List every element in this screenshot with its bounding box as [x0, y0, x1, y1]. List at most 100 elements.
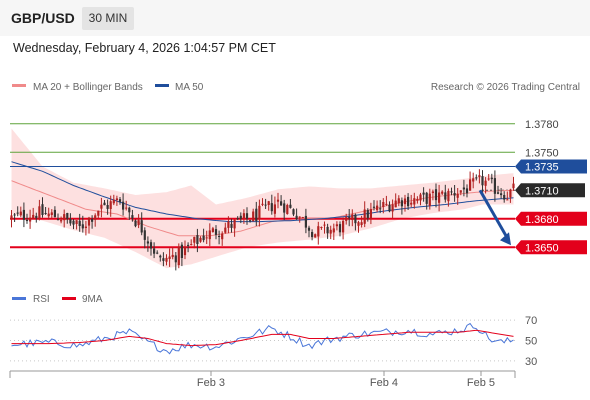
- candle-body: [180, 244, 183, 258]
- level-label-1.3750: 1.3750: [525, 147, 559, 159]
- candle-body: [230, 223, 233, 228]
- candle-body: [413, 198, 416, 205]
- rsi-tick-50: 50: [525, 336, 537, 348]
- candle-body: [382, 202, 385, 207]
- candle-body: [441, 191, 444, 194]
- candle-body: [187, 244, 190, 246]
- price-tag-label-1.3710: 1.3710: [525, 185, 559, 197]
- candle-body: [137, 220, 140, 226]
- candle-body: [490, 177, 493, 180]
- timeframe-button[interactable]: 30 MIN: [82, 7, 134, 30]
- candle-body: [304, 215, 307, 228]
- candle-body: [78, 220, 81, 226]
- candle-body: [500, 193, 503, 196]
- candle-body: [292, 209, 295, 215]
- forecast-arrow-head: [500, 232, 511, 246]
- candle-body: [112, 199, 115, 204]
- ma20-legend-label: MA 20 + Bollinger Bands: [33, 82, 143, 93]
- price-tags: 1.3780 1.3750 1.3735 1.3710 1.3680 1.3650: [515, 119, 587, 255]
- candle-body: [397, 198, 400, 204]
- price-tag-label-1.3650: 1.3650: [525, 242, 559, 254]
- candle-body: [41, 204, 44, 215]
- candle-body: [273, 204, 276, 214]
- candle-body: [25, 220, 29, 221]
- candle-body: [357, 222, 360, 226]
- candle-body: [400, 200, 403, 207]
- candle-body: [320, 227, 323, 228]
- candle-body: [109, 201, 112, 209]
- candle-body: [323, 224, 326, 226]
- candle-body: [459, 190, 462, 193]
- candle-body: [311, 232, 314, 238]
- candle-body: [372, 206, 376, 208]
- candle-body: [329, 229, 332, 234]
- ma50-legend-label: MA 50: [175, 82, 204, 93]
- candle-body: [469, 179, 472, 191]
- candle-body: [298, 216, 301, 218]
- candle-body: [193, 236, 196, 243]
- candle-body: [131, 215, 134, 219]
- rsi-tick-70: 70: [525, 315, 537, 327]
- candle-body: [326, 226, 329, 234]
- rsi-ma-legend-swatch: [62, 297, 76, 300]
- candle-body: [140, 220, 143, 233]
- candle-body: [317, 226, 320, 237]
- candle-body: [63, 214, 66, 221]
- candle-body: [258, 205, 261, 220]
- candle-body: [125, 207, 128, 209]
- candle-body: [252, 211, 255, 222]
- candle-body: [146, 241, 149, 244]
- candle-body: [134, 220, 137, 227]
- candle-body: [245, 213, 249, 219]
- candle-body: [425, 192, 428, 204]
- candle-body: [342, 220, 345, 233]
- x-tick-label: Feb 4: [370, 377, 398, 389]
- candle-body: [307, 227, 311, 231]
- level-label-1.3780: 1.3780: [525, 119, 559, 131]
- candle-body: [264, 204, 267, 206]
- candle-body: [196, 235, 199, 244]
- rsi-legend-label: RSI: [33, 294, 50, 305]
- candle-body: [81, 224, 84, 229]
- candle-body: [394, 200, 397, 208]
- candle-body: [410, 202, 413, 205]
- candle-body: [376, 205, 379, 211]
- candle-body: [159, 255, 162, 258]
- candle-body: [249, 220, 252, 222]
- candle-body: [143, 230, 146, 240]
- rsi-legend-swatch: [12, 297, 26, 300]
- price-tag-label-1.3680: 1.3680: [525, 214, 559, 226]
- candle-body: [227, 221, 230, 228]
- candle-body: [407, 196, 410, 207]
- candle-body: [295, 215, 298, 220]
- candle-body: [283, 203, 286, 213]
- price-tag-label-1.3735: 1.3735: [525, 162, 559, 174]
- candle-body: [434, 189, 438, 201]
- candle-body: [431, 191, 434, 193]
- candle-body: [16, 212, 19, 214]
- candle-body: [66, 213, 69, 219]
- candle-body: [214, 229, 218, 235]
- candle-body: [69, 218, 72, 224]
- candle-body: [332, 228, 335, 233]
- candle-body: [38, 206, 41, 219]
- candle-body: [87, 217, 91, 226]
- header-bar: GBP/USD 30 MIN: [0, 0, 590, 36]
- candle-body: [348, 216, 351, 218]
- candle-body: [453, 193, 456, 196]
- candle-body: [103, 202, 106, 206]
- candle-body: [115, 198, 118, 200]
- candle-body: [165, 257, 168, 262]
- candle-body: [447, 190, 450, 202]
- candle-body: [106, 205, 109, 209]
- candle-body: [13, 214, 16, 216]
- candle-body: [388, 204, 391, 212]
- candle-body: [270, 203, 273, 212]
- candle-body: [242, 213, 245, 218]
- candle-body: [177, 246, 180, 265]
- candle-body: [199, 237, 202, 242]
- rsi-panel: 70 50 30: [10, 315, 537, 368]
- candle-body: [50, 212, 53, 215]
- candle-body: [91, 219, 94, 222]
